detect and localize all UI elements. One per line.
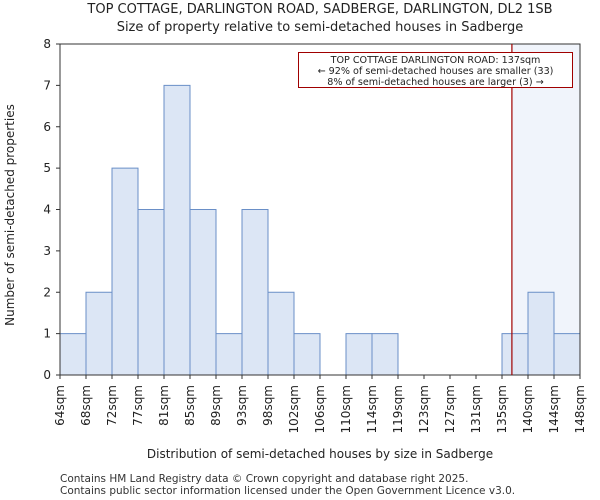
y-tick-label: 6 — [43, 120, 51, 134]
x-tick-label: 135sqm — [495, 385, 509, 433]
histogram-bar — [215, 333, 243, 376]
histogram-bar — [345, 333, 373, 376]
y-axis-label: Number of semi-detached properties — [3, 104, 17, 326]
y-tick-label: 3 — [43, 244, 51, 258]
x-tick-label: 119sqm — [391, 385, 405, 433]
x-tick-label: 110sqm — [339, 385, 353, 433]
footer-line1: Contains HM Land Registry data © Crown c… — [60, 473, 469, 485]
y-tick-label: 5 — [43, 161, 51, 175]
histogram-bar — [241, 209, 269, 376]
y-tick-label: 8 — [43, 37, 51, 51]
histogram-bar — [553, 333, 581, 376]
x-tick-label: 123sqm — [417, 385, 431, 433]
x-tick-label: 77sqm — [131, 385, 145, 426]
histogram-bar — [501, 333, 529, 376]
histogram-bar — [189, 209, 217, 376]
y-tick-label: 2 — [43, 285, 51, 299]
histogram-bar — [267, 291, 295, 376]
histogram-bar — [59, 333, 87, 376]
x-tick-label: 98sqm — [261, 385, 275, 426]
y-tick-label: 1 — [43, 327, 51, 341]
histogram-bar — [163, 84, 191, 376]
x-tick-label: 148sqm — [573, 385, 587, 433]
y-tick-label: 0 — [43, 368, 51, 382]
histogram-bar — [111, 167, 139, 376]
x-tick-label: 144sqm — [547, 385, 561, 433]
x-tick-label: 72sqm — [105, 385, 119, 426]
x-tick-label: 102sqm — [287, 385, 301, 433]
histogram-bar — [137, 209, 165, 376]
x-tick-label: 114sqm — [365, 385, 379, 433]
x-axis-label: Distribution of semi-detached houses by … — [147, 447, 493, 461]
x-tick-label: 106sqm — [313, 385, 327, 433]
chart-title-line2: Size of property relative to semi-detach… — [116, 20, 524, 35]
x-tick-label: 140sqm — [521, 385, 535, 433]
x-tick-label: 131sqm — [469, 385, 483, 433]
footer-line2: Contains public sector information licen… — [60, 485, 516, 497]
x-tick-label: 127sqm — [443, 385, 457, 433]
x-tick-label: 64sqm — [53, 385, 67, 426]
x-tick-label: 68sqm — [79, 385, 93, 426]
x-tick-label: 85sqm — [183, 385, 197, 426]
x-tick-label: 89sqm — [209, 385, 223, 426]
chart-title-line1: TOP COTTAGE, DARLINGTON ROAD, SADBERGE, … — [87, 2, 553, 17]
annotation-line3: 8% of semi-detached houses are larger (3… — [327, 77, 544, 88]
x-tick-label: 81sqm — [157, 385, 171, 426]
annotation-box: TOP COTTAGE DARLINGTON ROAD: 137sqm ← 92… — [298, 52, 573, 88]
histogram-bar — [527, 291, 555, 376]
histogram-bar — [371, 333, 399, 376]
x-tick-label: 93sqm — [235, 385, 249, 426]
histogram-bar — [293, 333, 321, 376]
annotation-line1: TOP COTTAGE DARLINGTON ROAD: 137sqm — [330, 55, 541, 66]
histogram-bar — [85, 291, 113, 376]
annotation-line2: ← 92% of semi-detached houses are smalle… — [317, 66, 554, 77]
y-tick-label: 4 — [43, 203, 51, 217]
y-tick-label: 7 — [43, 78, 51, 92]
